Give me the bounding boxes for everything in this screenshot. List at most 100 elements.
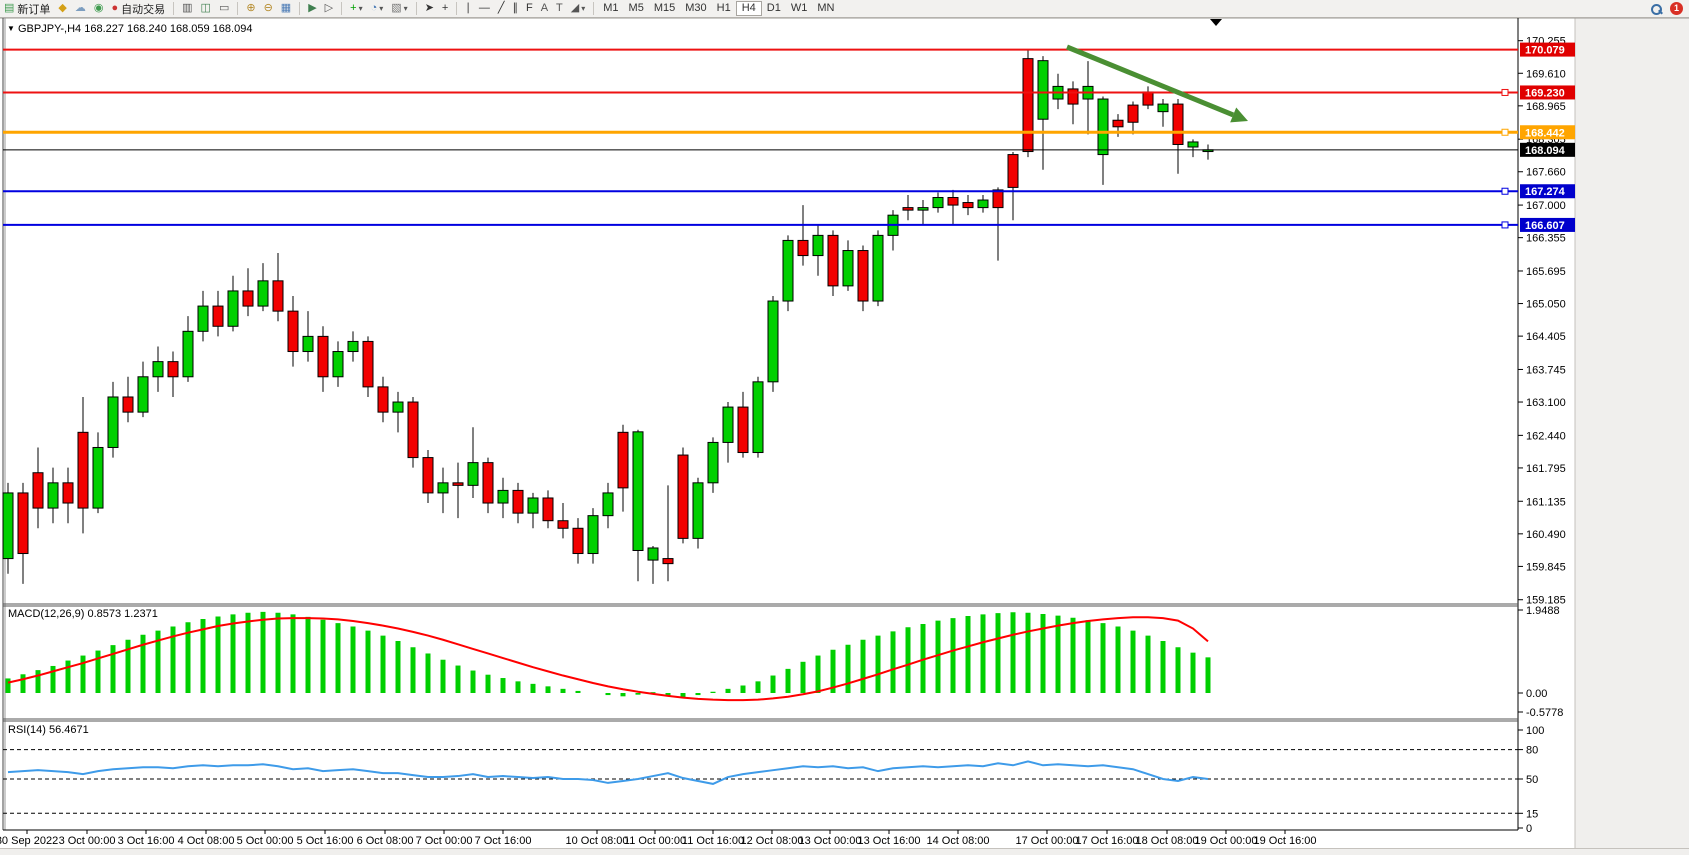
cursor-button[interactable]: ➤ <box>422 1 437 16</box>
bear-candle <box>962 202 974 209</box>
text-button[interactable]: A <box>538 1 551 16</box>
tile-windows-button[interactable]: ▦ <box>278 1 294 16</box>
svg-text:80: 80 <box>1526 745 1538 757</box>
time-axis[interactable]: 30 Sep 2022 3 Oct 00:00 3 Oct 16:00 4 Oct 0… <box>0 830 1317 847</box>
line-chart-mode-button[interactable]: ▭ <box>216 1 232 16</box>
shapes-button[interactable]: ◢ ▾ <box>568 1 588 16</box>
timeframe-mn-button[interactable]: MN <box>817 2 835 14</box>
bear-candle <box>662 558 674 565</box>
line-chart-mode-icon: ▭ <box>218 2 230 14</box>
signals-icon: ◆ <box>58 2 67 14</box>
svg-text:15: 15 <box>1526 808 1538 820</box>
timeframe-m30-button[interactable]: M30 <box>685 2 707 14</box>
cursor-icon: ➤ <box>424 2 434 14</box>
timeframe-m1-button[interactable]: M1 <box>603 2 619 14</box>
zoom-out-button[interactable]: ⊖ <box>261 1 276 16</box>
timeframe-h4-button[interactable]: H4 <box>735 1 762 16</box>
bear-candle <box>1007 154 1019 188</box>
support-line-2-tag <box>1520 217 1575 232</box>
hlines-layer[interactable] <box>3 48 1518 229</box>
bear-candle <box>167 361 179 378</box>
chart-shift-button[interactable]: ▷ <box>322 1 336 16</box>
time-label: 30 Sep 2022 <box>0 835 58 847</box>
chart-title: ▼ GBPJPY-,H4 168.227 168.240 168.059 168.… <box>7 23 252 35</box>
time-label: 3 Oct 16:00 <box>118 835 175 847</box>
svg-text:167.660: 167.660 <box>1526 167 1566 179</box>
equidistant-channel-button[interactable]: ∥ <box>509 1 521 16</box>
profiles-icon: ☁ <box>74 2 86 14</box>
bear-candle <box>512 489 524 514</box>
zoom-in-button[interactable]: ⊕ <box>243 1 258 16</box>
bull-candle <box>92 446 104 509</box>
vertical-line-button[interactable]: ∣ <box>462 1 474 16</box>
timeframe-m15-button[interactable]: M15 <box>653 2 676 14</box>
svg-text:163.100: 163.100 <box>1526 397 1566 409</box>
support-line-1-tag <box>1520 184 1575 199</box>
rsi-layer[interactable]: RSI(14) 56.4671 <box>3 724 1518 814</box>
periods-button[interactable]: ◔ ▾ <box>368 1 387 16</box>
auto-scroll-button[interactable]: ▶ <box>305 1 319 16</box>
auto-trading-label: 自动交易 <box>121 3 166 16</box>
time-label: 3 Oct 00:00 <box>59 835 116 847</box>
horizontal-line-button[interactable]: ― <box>476 1 493 16</box>
timeframe-d1-button[interactable]: D1 <box>766 2 781 14</box>
toolbar-right-group: 1 <box>1650 2 1689 15</box>
trend-arrow[interactable] <box>1066 44 1248 123</box>
svg-text:159.185: 159.185 <box>1526 595 1566 607</box>
new-order-button[interactable]: ▤ 新订单 <box>1 1 53 16</box>
signals-button[interactable]: ◆ <box>55 1 69 16</box>
data-feed-button[interactable]: ◉ <box>91 1 107 16</box>
svg-text:100: 100 <box>1526 725 1544 737</box>
bear-candle <box>1112 119 1124 128</box>
bear-candle <box>557 520 569 529</box>
bull-candle <box>182 330 194 378</box>
crosshair-icon: + <box>441 2 449 14</box>
indicators-icon: + <box>350 2 357 14</box>
bull-candle <box>1037 60 1049 120</box>
resistance-line-2-tag <box>1520 85 1575 100</box>
bear-candle <box>317 335 329 378</box>
crosshair-button[interactable]: + <box>439 1 451 16</box>
templates-button[interactable]: ▧ ▾ <box>388 1 410 16</box>
horizontal-line-icon: ― <box>478 2 490 14</box>
bear-candle <box>362 340 374 388</box>
svg-text:167.000: 167.000 <box>1526 200 1566 212</box>
rsi-label: RSI(14) 56.4671 <box>8 724 89 736</box>
timeframe-w1-button[interactable]: W1 <box>790 2 808 14</box>
profiles-button[interactable]: ☁ <box>72 1 89 16</box>
chart-background <box>0 18 1689 848</box>
fibonacci-button[interactable]: F <box>523 1 536 16</box>
vertical-line-icon: ∣ <box>465 2 471 14</box>
svg-text:0.00: 0.00 <box>1526 688 1547 700</box>
search-icon[interactable] <box>1650 3 1663 15</box>
bear-candle <box>857 250 869 302</box>
chart-shift-icon: ▷ <box>324 2 334 14</box>
periods-dropdown-icon[interactable]: ▾ <box>379 4 384 13</box>
trendline-button[interactable]: ╱ <box>495 1 508 16</box>
timeframe-m5-button[interactable]: M5 <box>628 2 644 14</box>
timeframe-h1-button[interactable]: H1 <box>716 2 731 14</box>
svg-text:50: 50 <box>1526 774 1538 786</box>
indicators-dropdown-icon[interactable]: ▾ <box>358 4 363 13</box>
chart-shift-marker[interactable] <box>1210 19 1222 26</box>
bear-candle <box>1127 104 1139 123</box>
templates-dropdown-icon[interactable]: ▾ <box>403 4 408 13</box>
candlestick-mode-button[interactable]: ◫ <box>198 1 214 16</box>
macd-layer[interactable]: MACD(12,26,9) 0.8573 1.2371 <box>5 608 1211 702</box>
notifications-badge[interactable]: 1 <box>1670 2 1683 15</box>
time-label: 17 Oct 00:00 <box>1016 835 1079 847</box>
bull-candle <box>707 441 719 484</box>
auto-trading-button[interactable]: ● 自动交易 <box>108 1 168 16</box>
fibonacci-icon: F <box>525 2 533 14</box>
svg-text:161.135: 161.135 <box>1526 496 1566 508</box>
text-label-button[interactable]: T <box>553 1 566 16</box>
indicators-button[interactable]: + ▾ <box>347 1 365 16</box>
bar-chart-mode-button[interactable]: ▥ <box>179 1 195 16</box>
bear-candle <box>32 472 44 509</box>
bull-candle <box>107 396 119 448</box>
shapes-dropdown-icon[interactable]: ▾ <box>581 4 586 13</box>
bull-candle <box>137 376 149 413</box>
svg-text:168.442: 168.442 <box>1525 127 1565 139</box>
bear-candle <box>407 401 419 459</box>
